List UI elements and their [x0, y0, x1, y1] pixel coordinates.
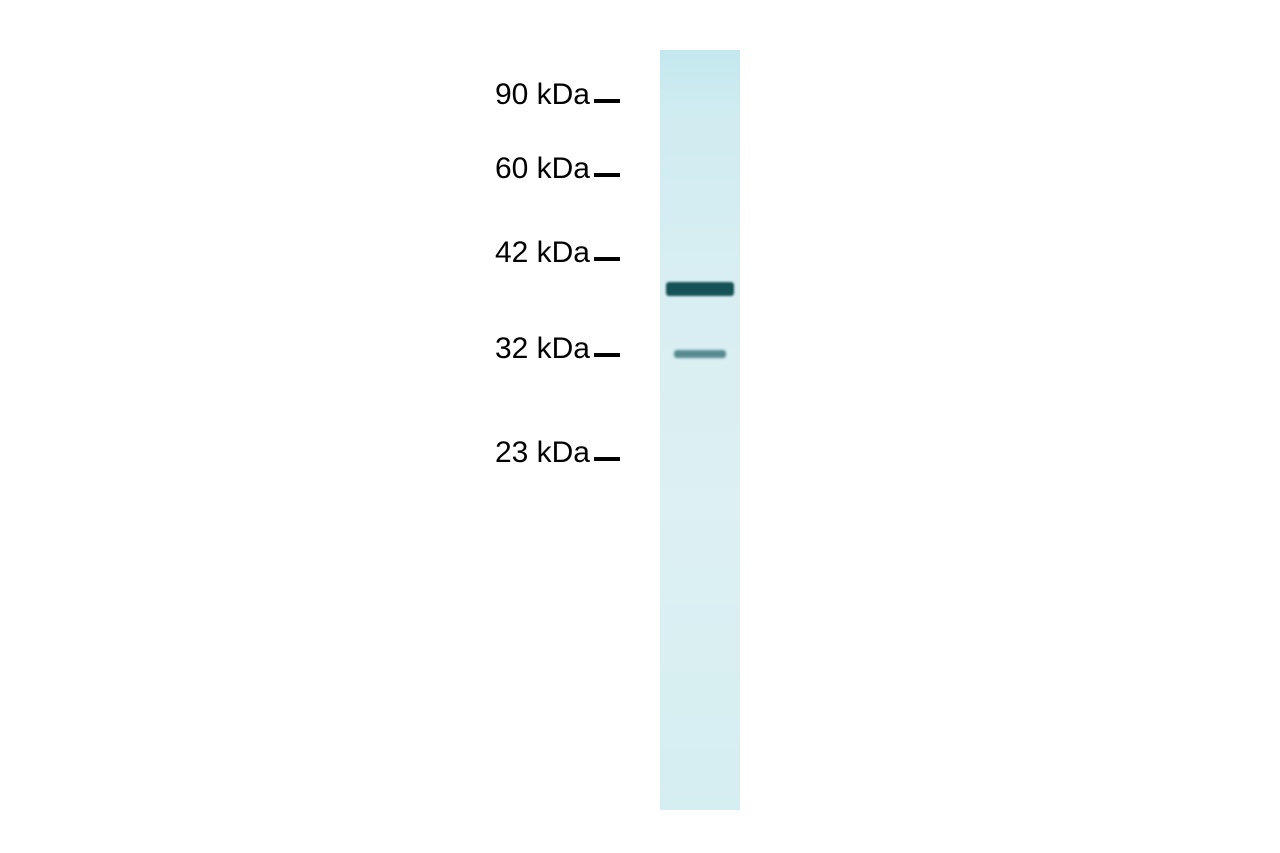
blot-lane — [660, 50, 740, 810]
marker-42kda: 42 kDa — [495, 236, 620, 270]
protein-band-primary — [666, 282, 734, 296]
western-blot-figure: 90 kDa 60 kDa 42 kDa 32 kDa 23 kDa — [400, 50, 800, 810]
marker-60kda: 60 kDa — [495, 152, 620, 186]
protein-band-secondary — [674, 350, 726, 358]
marker-tick — [594, 99, 620, 103]
marker-label: 90 kDa — [495, 78, 590, 112]
marker-90kda: 90 kDa — [495, 78, 620, 112]
marker-tick — [594, 457, 620, 461]
marker-label: 42 kDa — [495, 236, 590, 270]
marker-label: 32 kDa — [495, 332, 590, 366]
marker-32kda: 32 kDa — [495, 332, 620, 366]
marker-tick — [594, 173, 620, 177]
marker-label: 23 kDa — [495, 436, 590, 470]
marker-23kda: 23 kDa — [495, 436, 620, 470]
marker-tick — [594, 353, 620, 357]
marker-label: 60 kDa — [495, 152, 590, 186]
molecular-weight-markers: 90 kDa 60 kDa 42 kDa 32 kDa 23 kDa — [400, 50, 620, 810]
marker-tick — [594, 257, 620, 261]
